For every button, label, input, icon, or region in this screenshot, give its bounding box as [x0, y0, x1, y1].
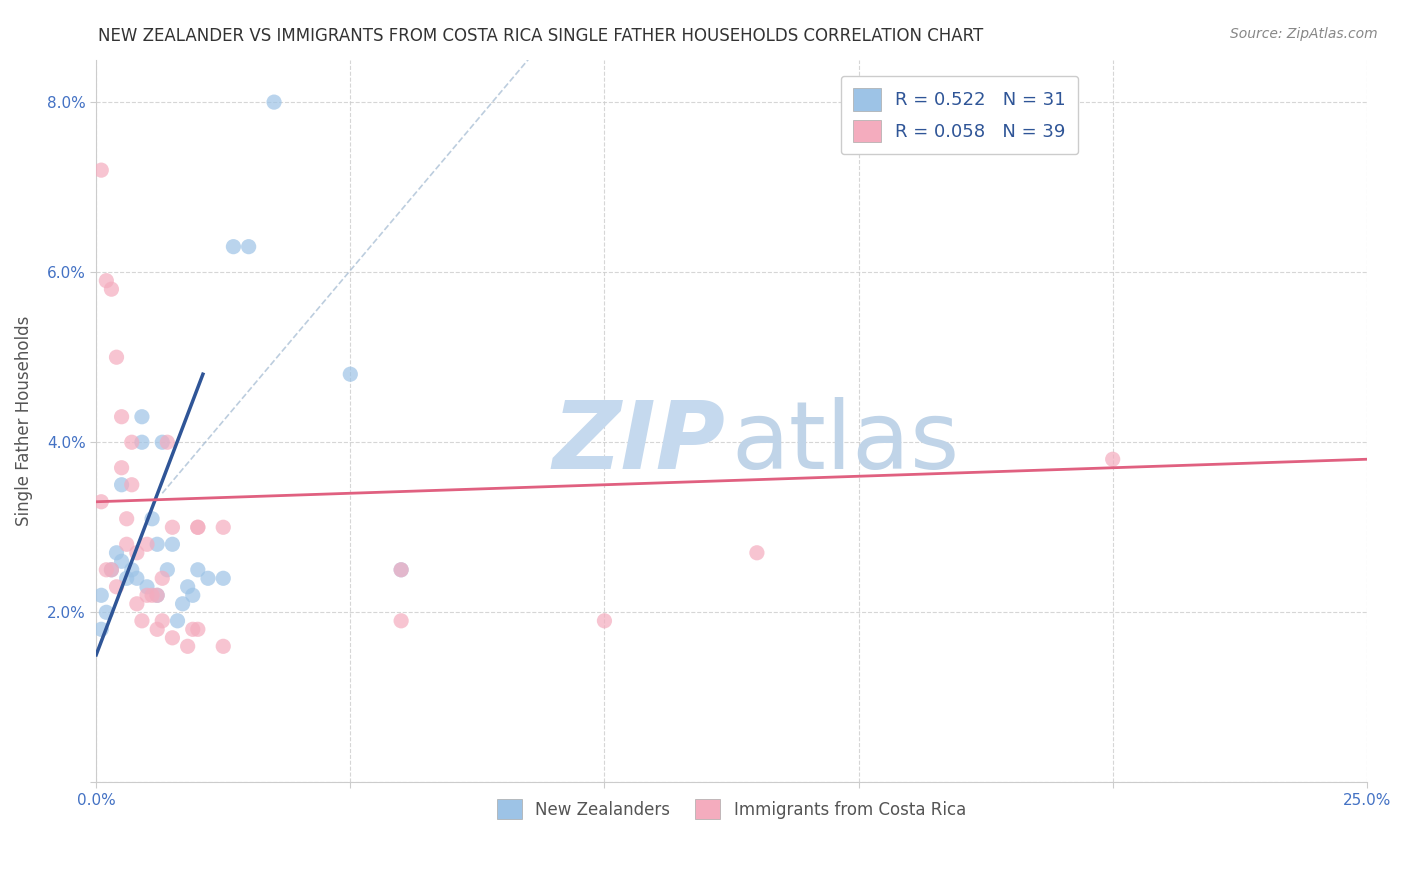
- Point: [96, 563, 118, 577]
- Point: [593, 614, 616, 628]
- Point: [238, 240, 260, 254]
- Point: [150, 435, 173, 450]
- Point: [96, 605, 118, 619]
- Point: [389, 563, 412, 577]
- Point: [339, 368, 361, 382]
- Point: [389, 614, 412, 628]
- Point: [187, 520, 209, 534]
- Point: [125, 597, 148, 611]
- Point: [100, 563, 122, 577]
- Point: [187, 622, 209, 636]
- Point: [156, 435, 179, 450]
- Point: [150, 571, 173, 585]
- Point: [100, 563, 122, 577]
- Point: [162, 520, 184, 534]
- Point: [172, 597, 194, 611]
- Point: [96, 274, 118, 288]
- Point: [121, 435, 143, 450]
- Point: [176, 580, 198, 594]
- Point: [1101, 452, 1123, 467]
- Point: [110, 554, 132, 568]
- Point: [187, 520, 209, 534]
- Point: [156, 563, 179, 577]
- Point: [166, 614, 188, 628]
- Point: [90, 622, 112, 636]
- Point: [105, 350, 128, 364]
- Point: [136, 588, 159, 602]
- Point: [181, 588, 204, 602]
- Point: [90, 163, 112, 178]
- Point: [176, 640, 198, 654]
- Point: [745, 546, 768, 560]
- Point: [222, 240, 245, 254]
- Point: [100, 282, 122, 296]
- Point: [162, 537, 184, 551]
- Point: [125, 571, 148, 585]
- Legend: New Zealanders, Immigrants from Costa Rica: New Zealanders, Immigrants from Costa Ri…: [491, 792, 973, 826]
- Point: [115, 571, 138, 585]
- Point: [187, 563, 209, 577]
- Point: [181, 622, 204, 636]
- Point: [136, 580, 159, 594]
- Point: [131, 435, 153, 450]
- Y-axis label: Single Father Households: Single Father Households: [15, 316, 32, 526]
- Point: [389, 563, 412, 577]
- Point: [141, 512, 163, 526]
- Point: [121, 477, 143, 491]
- Point: [90, 495, 112, 509]
- Point: [263, 95, 285, 109]
- Point: [146, 537, 169, 551]
- Point: [212, 640, 235, 654]
- Point: [162, 631, 184, 645]
- Point: [131, 409, 153, 424]
- Text: atlas: atlas: [731, 397, 960, 489]
- Point: [150, 614, 173, 628]
- Point: [110, 409, 132, 424]
- Point: [136, 537, 159, 551]
- Point: [110, 477, 132, 491]
- Point: [146, 588, 169, 602]
- Point: [146, 588, 169, 602]
- Point: [110, 460, 132, 475]
- Point: [115, 512, 138, 526]
- Point: [121, 563, 143, 577]
- Point: [125, 546, 148, 560]
- Point: [105, 546, 128, 560]
- Point: [197, 571, 219, 585]
- Point: [115, 537, 138, 551]
- Text: ZIP: ZIP: [553, 397, 725, 489]
- Point: [146, 622, 169, 636]
- Point: [212, 571, 235, 585]
- Point: [212, 520, 235, 534]
- Text: NEW ZEALANDER VS IMMIGRANTS FROM COSTA RICA SINGLE FATHER HOUSEHOLDS CORRELATION: NEW ZEALANDER VS IMMIGRANTS FROM COSTA R…: [98, 27, 984, 45]
- Point: [105, 580, 128, 594]
- Text: Source: ZipAtlas.com: Source: ZipAtlas.com: [1230, 27, 1378, 41]
- Point: [141, 588, 163, 602]
- Point: [90, 588, 112, 602]
- Point: [131, 614, 153, 628]
